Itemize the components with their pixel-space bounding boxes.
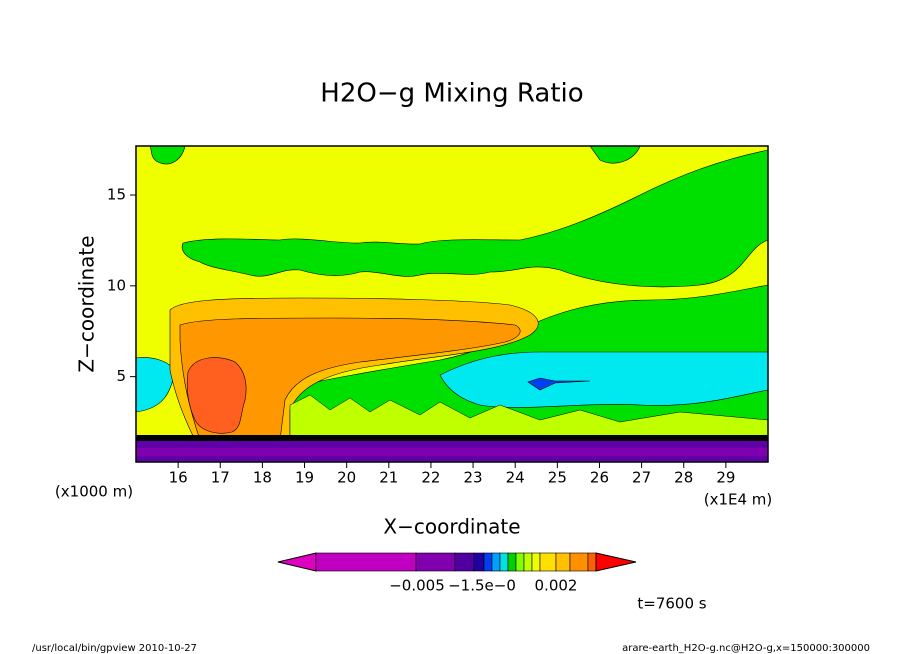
colorbar-segment (507, 552, 517, 572)
colorbar-end (595, 552, 637, 572)
contour-region (136, 435, 768, 441)
x-tick-label: 27 (632, 469, 651, 487)
colorbar-segment (483, 552, 493, 572)
contour-region (149, 145, 186, 165)
footer-right: arare-earth_H2O-g.nc@H2O-g,x=150000:3000… (622, 643, 870, 654)
y-axis-title: Z−coordinate (75, 235, 99, 372)
y-tick-label: 10 (107, 276, 126, 294)
x-tick-label: 22 (421, 469, 440, 487)
x-tick-label: 23 (464, 469, 483, 487)
colorbar-segment (473, 552, 485, 572)
colorbar-segment (315, 552, 417, 572)
footer-left: /usr/local/bin/gpview 2010-10-27 (32, 643, 197, 654)
x-tick-label: 26 (590, 469, 609, 487)
y-tick-label: 5 (116, 367, 126, 385)
time-label: t=7600 s (637, 595, 706, 613)
x-tick-label: 28 (674, 469, 693, 487)
contour-region (186, 357, 247, 434)
x-axis-title: X−coordinate (383, 515, 520, 539)
colorbar-segment (587, 552, 597, 572)
colorbar (277, 552, 637, 572)
x-unit-label: (x1E4 m) (704, 491, 773, 509)
x-tick-label: 25 (548, 469, 567, 487)
x-tick-label: 29 (716, 469, 735, 487)
x-tick-label: 19 (295, 469, 314, 487)
x-tick-label: 18 (253, 469, 272, 487)
colorbar-label: −1.5e−0 (448, 577, 516, 595)
x-tick-label: 16 (169, 469, 188, 487)
x-tick-label: 21 (379, 469, 398, 487)
colorbar-segment (454, 552, 475, 572)
colorbar-segment (555, 552, 571, 572)
colorbar-label: 0.002 (535, 577, 578, 595)
colorbar-segment (531, 552, 541, 572)
contour-region (527, 377, 591, 391)
plot-frame (135, 145, 769, 463)
colorbar-segment (515, 552, 525, 572)
colorbar-segment (523, 552, 533, 572)
colorbar-label: −0.005 (389, 577, 445, 595)
chart-title: H2O−g Mixing Ratio (320, 79, 583, 109)
colorbar-segment (569, 552, 589, 572)
contour-region (136, 448, 768, 456)
colorbar-segment (491, 552, 501, 572)
contour-field (135, 145, 769, 463)
colorbar-end (277, 552, 317, 572)
x-tick-label: 24 (506, 469, 525, 487)
colorbar-segment (415, 552, 456, 572)
contour-region (181, 149, 769, 288)
x-unit-label: (x1000 m) (55, 483, 133, 501)
y-tick-label: 15 (107, 186, 126, 204)
colorbar-segment (539, 552, 557, 572)
colorbar-segment (499, 552, 509, 572)
x-tick-label: 17 (211, 469, 230, 487)
contour-region (439, 351, 769, 408)
x-tick-label: 20 (337, 469, 356, 487)
